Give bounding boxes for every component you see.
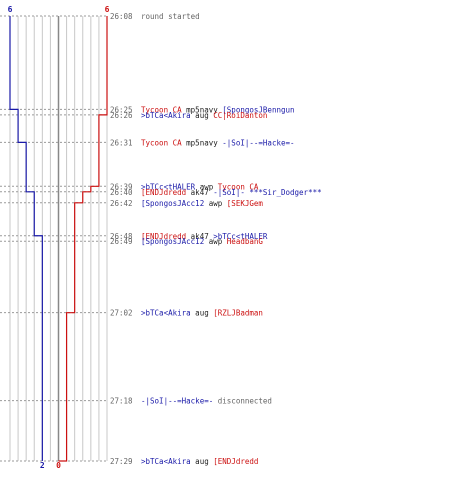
event-text: >bTCa<Akira aug [ENDJdredd [141,457,258,466]
blue-end-count: 2 [40,461,45,470]
event-text: >bTCc<tHALER awp Tycoon CA [141,182,259,191]
event-row: 26:08 round started [110,12,200,21]
event-time: 27:18 [110,397,133,406]
event-row: 26:26 >bTCa<Akira aug CC|RoiDanton [110,111,267,120]
event-part-gray: round started [141,12,200,21]
event-part-dark: awp [204,237,227,246]
event-time: 26:25 [110,105,133,114]
event-row: 26:39 >bTCc<tHALER awp Tycoon CA [110,182,259,191]
event-tick-marks [0,15,108,462]
event-row: 26:25 Tycoon CA mp5navy [SpongosJBenngun [110,105,295,114]
event-part-blue: -|SoI|--=Hacke=- [141,397,213,406]
event-text: round started [141,12,200,21]
event-time: 27:02 [110,309,133,318]
event-part-red: [RZLJBadman [213,309,263,318]
event-part-dark: aug [191,457,214,466]
event-text: Tycoon CA mp5navy -|SoI|--=Hacke=- [141,138,295,147]
event-row: 26:42 [SpongosJAcc12 awp [SEKJGem [110,199,263,208]
event-part-red: Tycoon CA [218,182,259,191]
event-part-blue: >bTCa<Akira [141,457,191,466]
event-time: 26:49 [110,237,133,246]
event-text: [ENDJdredd ak47 >bTCc<tHALER [141,232,268,241]
event-row: 27:29 >bTCa<Akira aug [ENDJdredd [110,457,258,466]
blue-team-alive-line [9,16,43,461]
event-time: 26:40 [110,188,133,197]
red-team-alive-line [58,16,108,462]
event-part-red: HeadbanG [227,237,264,246]
event-part-dark: awp [204,199,227,208]
event-part-blue: >bTCa<Akira [141,111,191,120]
event-row: 27:02 >bTCa<Akira aug [RZLJBadman [110,309,263,318]
event-text: -|SoI|--=Hacke=- disconnected [141,397,272,406]
event-text: [SpongosJAcc12 awp [SEKJGem [141,199,263,208]
event-row: 26:40 [ENDJdredd ak47 -|SoI|- ***Sir_Dodg… [110,188,322,197]
event-row: 26:49 [SpongosJAcc12 awp HeadbanG [110,237,263,246]
event-time: 26:31 [110,138,133,147]
event-part-dark: mp5navy [182,105,223,114]
team-count-labels: 6 2 6 0 [8,5,110,470]
event-time: 26:42 [110,199,133,208]
event-part-dark: ak47 [186,232,213,241]
red-start-count: 6 [105,5,110,14]
event-part-blue: >bTCc<tHALER [141,182,196,191]
event-part-blue: [SpongosJAcc12 [141,237,204,246]
red-end-count: 0 [56,461,61,470]
event-part-dark: mp5navy [182,138,223,147]
event-part-dark: aug [191,309,214,318]
team-alive-step-lines [9,16,108,462]
event-part-blue: >bTCc<tHALER [213,232,268,241]
event-text: >bTCa<Akira aug CC|RoiDanton [141,111,267,120]
event-text: [SpongosJAcc12 awp HeadbanG [141,237,263,246]
event-part-blue: -|SoI|--=Hacke=- [222,138,294,147]
event-row: 26:31 Tycoon CA mp5navy -|SoI|--=Hacke=- [110,138,295,147]
event-part-red: Tycoon CA [141,138,182,147]
event-part-blue: [SpongosJBenngun [222,105,294,114]
event-part-blue: >bTCa<Akira [141,309,191,318]
event-part-dark: ak47 [186,188,213,197]
event-part-red: [SEKJGem [227,199,264,208]
event-time: 26:48 [110,232,133,241]
event-log: 26:08 round started 26:25 Tycoon CA mp5navy… [110,12,322,466]
event-part-blue: [SpongosJAcc12 [141,199,204,208]
event-time: 26:39 [110,182,133,191]
event-text: Tycoon CA mp5navy [SpongosJBenngun [141,105,295,114]
event-time: 27:29 [110,457,133,466]
event-part-red: [ENDJdredd [141,232,186,241]
event-part-red: CC|RoiDanton [213,111,267,120]
event-part-dark: aug [191,111,214,120]
event-time: 26:26 [110,111,133,120]
event-part-blue: -|SoI|- ***Sir_Dodger*** [213,188,321,197]
event-part-red: Tycoon CA [141,105,182,114]
event-text: [ENDJdredd ak47 -|SoI|- ***Sir_Dodger*** [141,188,322,197]
event-row: 26:48 [ENDJdredd ak47 >bTCc<tHALER [110,232,268,241]
event-part-gray: disconnected [213,397,272,406]
event-part-dark: awp [195,182,218,191]
event-text: >bTCa<Akira aug [RZLJBadman [141,309,263,318]
event-time: 26:08 [110,12,133,21]
timeline-grid [9,16,108,461]
event-row: 27:18 -|SoI|--=Hacke=- disconnected [110,397,272,406]
blue-start-count: 6 [8,5,13,14]
event-part-red: [ENDJdredd [213,457,258,466]
event-part-red: [ENDJdredd [141,188,186,197]
